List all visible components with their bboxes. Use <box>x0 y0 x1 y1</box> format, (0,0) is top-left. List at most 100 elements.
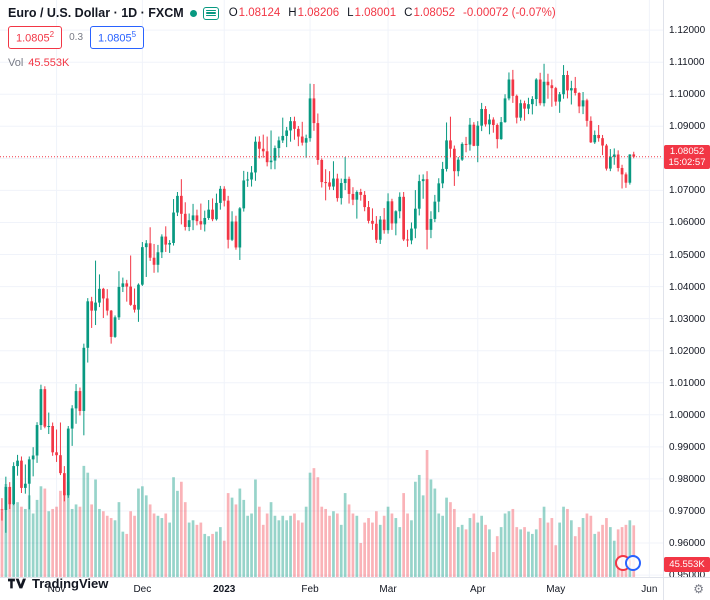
candle-body <box>246 179 249 181</box>
candle-body <box>624 174 628 183</box>
volume-bar <box>164 513 168 577</box>
volume-bar <box>538 518 542 577</box>
candle-body <box>523 103 526 109</box>
volume-bar <box>51 508 54 577</box>
candle-body <box>285 130 288 136</box>
volume-badge: 45.553K <box>664 557 710 572</box>
volume-bar <box>137 488 140 577</box>
volume-bar <box>172 477 175 577</box>
candle-body <box>35 425 39 456</box>
candle-body <box>339 183 343 199</box>
open-value: 1.08124 <box>238 7 281 19</box>
buy-button[interactable]: 1.08055 <box>90 26 145 49</box>
candle-body <box>31 455 35 460</box>
candle-body <box>47 426 51 428</box>
candle-body <box>332 178 335 187</box>
volume-bar <box>308 472 312 577</box>
volume-bar <box>55 506 58 577</box>
volume-bar <box>70 508 74 577</box>
volume-bar <box>460 524 464 577</box>
candle-body <box>230 221 234 240</box>
candle-body <box>43 389 47 427</box>
volume-bar <box>12 504 15 577</box>
candle-body <box>495 125 499 140</box>
candle-body <box>453 148 456 172</box>
candle-body <box>492 119 495 126</box>
volume-bar <box>503 513 507 577</box>
volume-bar <box>601 524 604 577</box>
candle-body <box>226 200 230 240</box>
candle-body <box>398 196 402 212</box>
volume-bar <box>534 529 538 577</box>
candle-body <box>480 108 483 126</box>
volume-bar <box>339 524 343 577</box>
candle-body <box>601 138 604 146</box>
candle-body <box>593 134 597 143</box>
volume-bar <box>597 531 600 577</box>
candle-body <box>589 120 593 143</box>
volume-bar <box>464 529 468 577</box>
volume-bar <box>480 515 483 577</box>
volume-bar <box>125 533 129 577</box>
volume-bar <box>109 518 113 577</box>
candle-body <box>242 180 246 209</box>
tradingview-logo[interactable]: TradingView <box>8 576 108 591</box>
candle-body <box>632 154 636 157</box>
volume-bar <box>367 518 370 577</box>
candle-body <box>460 143 464 160</box>
price-tick-label: 1.01000 <box>669 377 706 389</box>
candle-body <box>456 159 460 172</box>
candle-body <box>414 208 417 229</box>
candle-body <box>59 455 62 474</box>
volume-bar <box>8 497 12 577</box>
time-tick-label: Dec <box>133 584 152 595</box>
volume-bar <box>398 527 402 577</box>
price-tick-label: 0.96000 <box>669 538 706 550</box>
volume-bar <box>121 531 125 577</box>
volume-bar <box>277 520 281 577</box>
candle-body <box>558 94 561 102</box>
time-axis[interactable]: Nov Dec 2023 Feb Mar Apr May Jun <box>0 577 663 600</box>
candle-body <box>261 148 265 152</box>
volume-bar <box>207 536 210 577</box>
volume-bar <box>456 527 460 577</box>
candle-body <box>27 459 31 484</box>
volume-bar <box>156 515 160 577</box>
series-menu-icon[interactable] <box>202 6 219 20</box>
candle-body <box>82 347 86 411</box>
symbol-title[interactable]: Euro / U.S. Dollar · 1D · FXCM <box>8 6 184 20</box>
time-tick-label: May <box>546 584 566 595</box>
time-tick-label: Apr <box>469 584 486 595</box>
volume-bar <box>0 511 4 577</box>
volume-bar <box>628 520 632 577</box>
candle-body <box>109 310 113 337</box>
candle-body <box>269 160 273 163</box>
candle-body <box>382 219 386 231</box>
volume-bar <box>449 502 452 577</box>
volume-bar <box>304 506 308 577</box>
candle-body <box>534 79 538 100</box>
volume-bar <box>129 511 132 577</box>
overlapping-circles-icon[interactable] <box>615 555 641 571</box>
candle-body <box>433 201 437 219</box>
volume-bar <box>609 527 612 577</box>
volume-bar <box>141 486 144 577</box>
sell-button[interactable]: 1.08052 <box>8 26 63 49</box>
price-axis[interactable]: 1.08052 15:02:57 45.553K 1.12000 1.11000 1… <box>663 0 710 577</box>
candle-body <box>628 154 632 183</box>
volume-bar <box>180 481 183 577</box>
chart-pane[interactable]: Euro / U.S. Dollar · 1D · FXCM O 1.08124 … <box>0 0 663 577</box>
candle-body <box>102 288 105 299</box>
candle-body <box>160 236 164 253</box>
volume-bar <box>234 504 238 577</box>
volume-bar <box>94 479 97 577</box>
volume-bar <box>484 524 487 577</box>
candle-body <box>250 172 253 180</box>
volume-bar <box>160 518 164 577</box>
volume-value: 45.553K <box>28 56 70 69</box>
volume-bar <box>616 529 620 577</box>
candle-body <box>105 298 109 311</box>
volume-bar <box>402 493 405 577</box>
candle-body <box>363 194 366 208</box>
settings-gear-icon[interactable]: ⚙ <box>693 582 704 596</box>
